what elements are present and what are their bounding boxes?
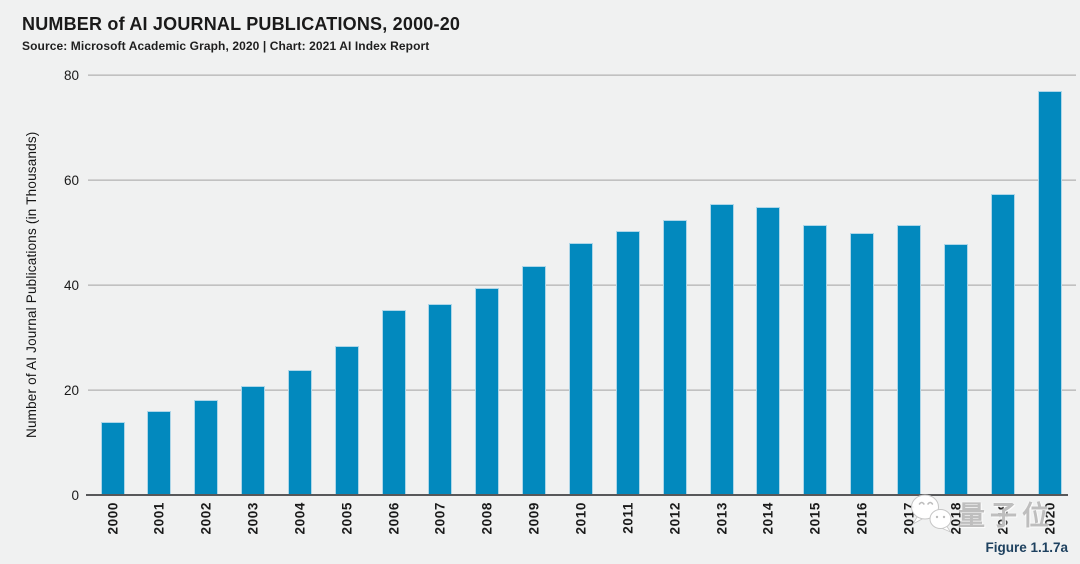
watermark: 量子位 bbox=[908, 492, 1054, 540]
x-tick-label: 2000 bbox=[104, 502, 120, 535]
bar-2020 bbox=[1037, 90, 1062, 495]
x-tick-label: 2010 bbox=[573, 502, 589, 535]
x-tick-label: 2015 bbox=[807, 502, 823, 535]
bar-2007 bbox=[428, 303, 453, 495]
bar-2009 bbox=[522, 266, 547, 495]
chart-source: Source: Microsoft Academic Graph, 2020 |… bbox=[22, 39, 430, 53]
x-tick-label: 2002 bbox=[198, 502, 214, 535]
x-tick-label: 2016 bbox=[854, 502, 870, 535]
y-tick-label: 40 bbox=[63, 277, 79, 293]
y-tick-label: 60 bbox=[63, 172, 79, 188]
x-tick-label: 2017 bbox=[901, 502, 917, 535]
gridline bbox=[88, 179, 1076, 181]
x-tick-label: 2013 bbox=[713, 502, 729, 535]
bar-2006 bbox=[381, 310, 406, 495]
x-tick-label: 2011 bbox=[620, 502, 636, 534]
x-tick-label: 2018 bbox=[948, 502, 964, 535]
x-tick-label: 2009 bbox=[526, 502, 542, 535]
bar-2011 bbox=[615, 230, 640, 495]
bar-2013 bbox=[709, 204, 734, 495]
x-axis-line bbox=[86, 494, 1068, 496]
bar-2001 bbox=[147, 411, 172, 495]
x-tick-label: 2019 bbox=[994, 502, 1010, 535]
x-tick-label: 2014 bbox=[760, 502, 776, 535]
y-tick-label: 20 bbox=[63, 382, 79, 398]
x-tick-label: 2006 bbox=[385, 502, 401, 535]
bar-2002 bbox=[194, 399, 219, 495]
chart-header: NUMBER of AI JOURNAL PUBLICATIONS, 2000-… bbox=[22, 14, 460, 53]
bar-2010 bbox=[569, 243, 593, 495]
x-tick-label: 2007 bbox=[432, 502, 448, 535]
bar-2014 bbox=[756, 206, 781, 495]
bar-2000 bbox=[100, 421, 125, 495]
x-tick-label: 2020 bbox=[1041, 502, 1057, 535]
bar-2004 bbox=[287, 369, 312, 495]
x-tick-label: 2008 bbox=[479, 502, 495, 535]
bar-2008 bbox=[475, 287, 500, 495]
x-tick-label: 2004 bbox=[292, 502, 308, 535]
x-tick-label: 2001 bbox=[151, 502, 167, 535]
figure-label: Figure 1.1.7a bbox=[985, 540, 1068, 555]
y-tick-label: 80 bbox=[63, 67, 79, 83]
x-tick-label: 2003 bbox=[245, 502, 261, 535]
y-tick-label: 0 bbox=[71, 487, 79, 503]
page-title: NUMBER of AI JOURNAL PUBLICATIONS, 2000-… bbox=[22, 14, 461, 34]
gridline bbox=[88, 74, 1076, 76]
x-tick-label: 2005 bbox=[339, 502, 354, 535]
x-tick-label: 2012 bbox=[666, 502, 682, 535]
bar-2016 bbox=[850, 233, 875, 495]
bar-2019 bbox=[990, 194, 1015, 495]
bar-2003 bbox=[241, 386, 266, 495]
bar-2005 bbox=[334, 345, 359, 495]
y-axis-title: Number of AI Journal Publications (in Th… bbox=[24, 131, 39, 439]
bar-2018 bbox=[943, 243, 968, 495]
plot-area: 0 20 40 60 80 2000 2001 2002 2003 2004 2005 2006 20… bbox=[64, 68, 1076, 534]
bar-2017 bbox=[896, 225, 921, 495]
bar-2015 bbox=[803, 225, 828, 495]
bar-2012 bbox=[662, 219, 687, 495]
